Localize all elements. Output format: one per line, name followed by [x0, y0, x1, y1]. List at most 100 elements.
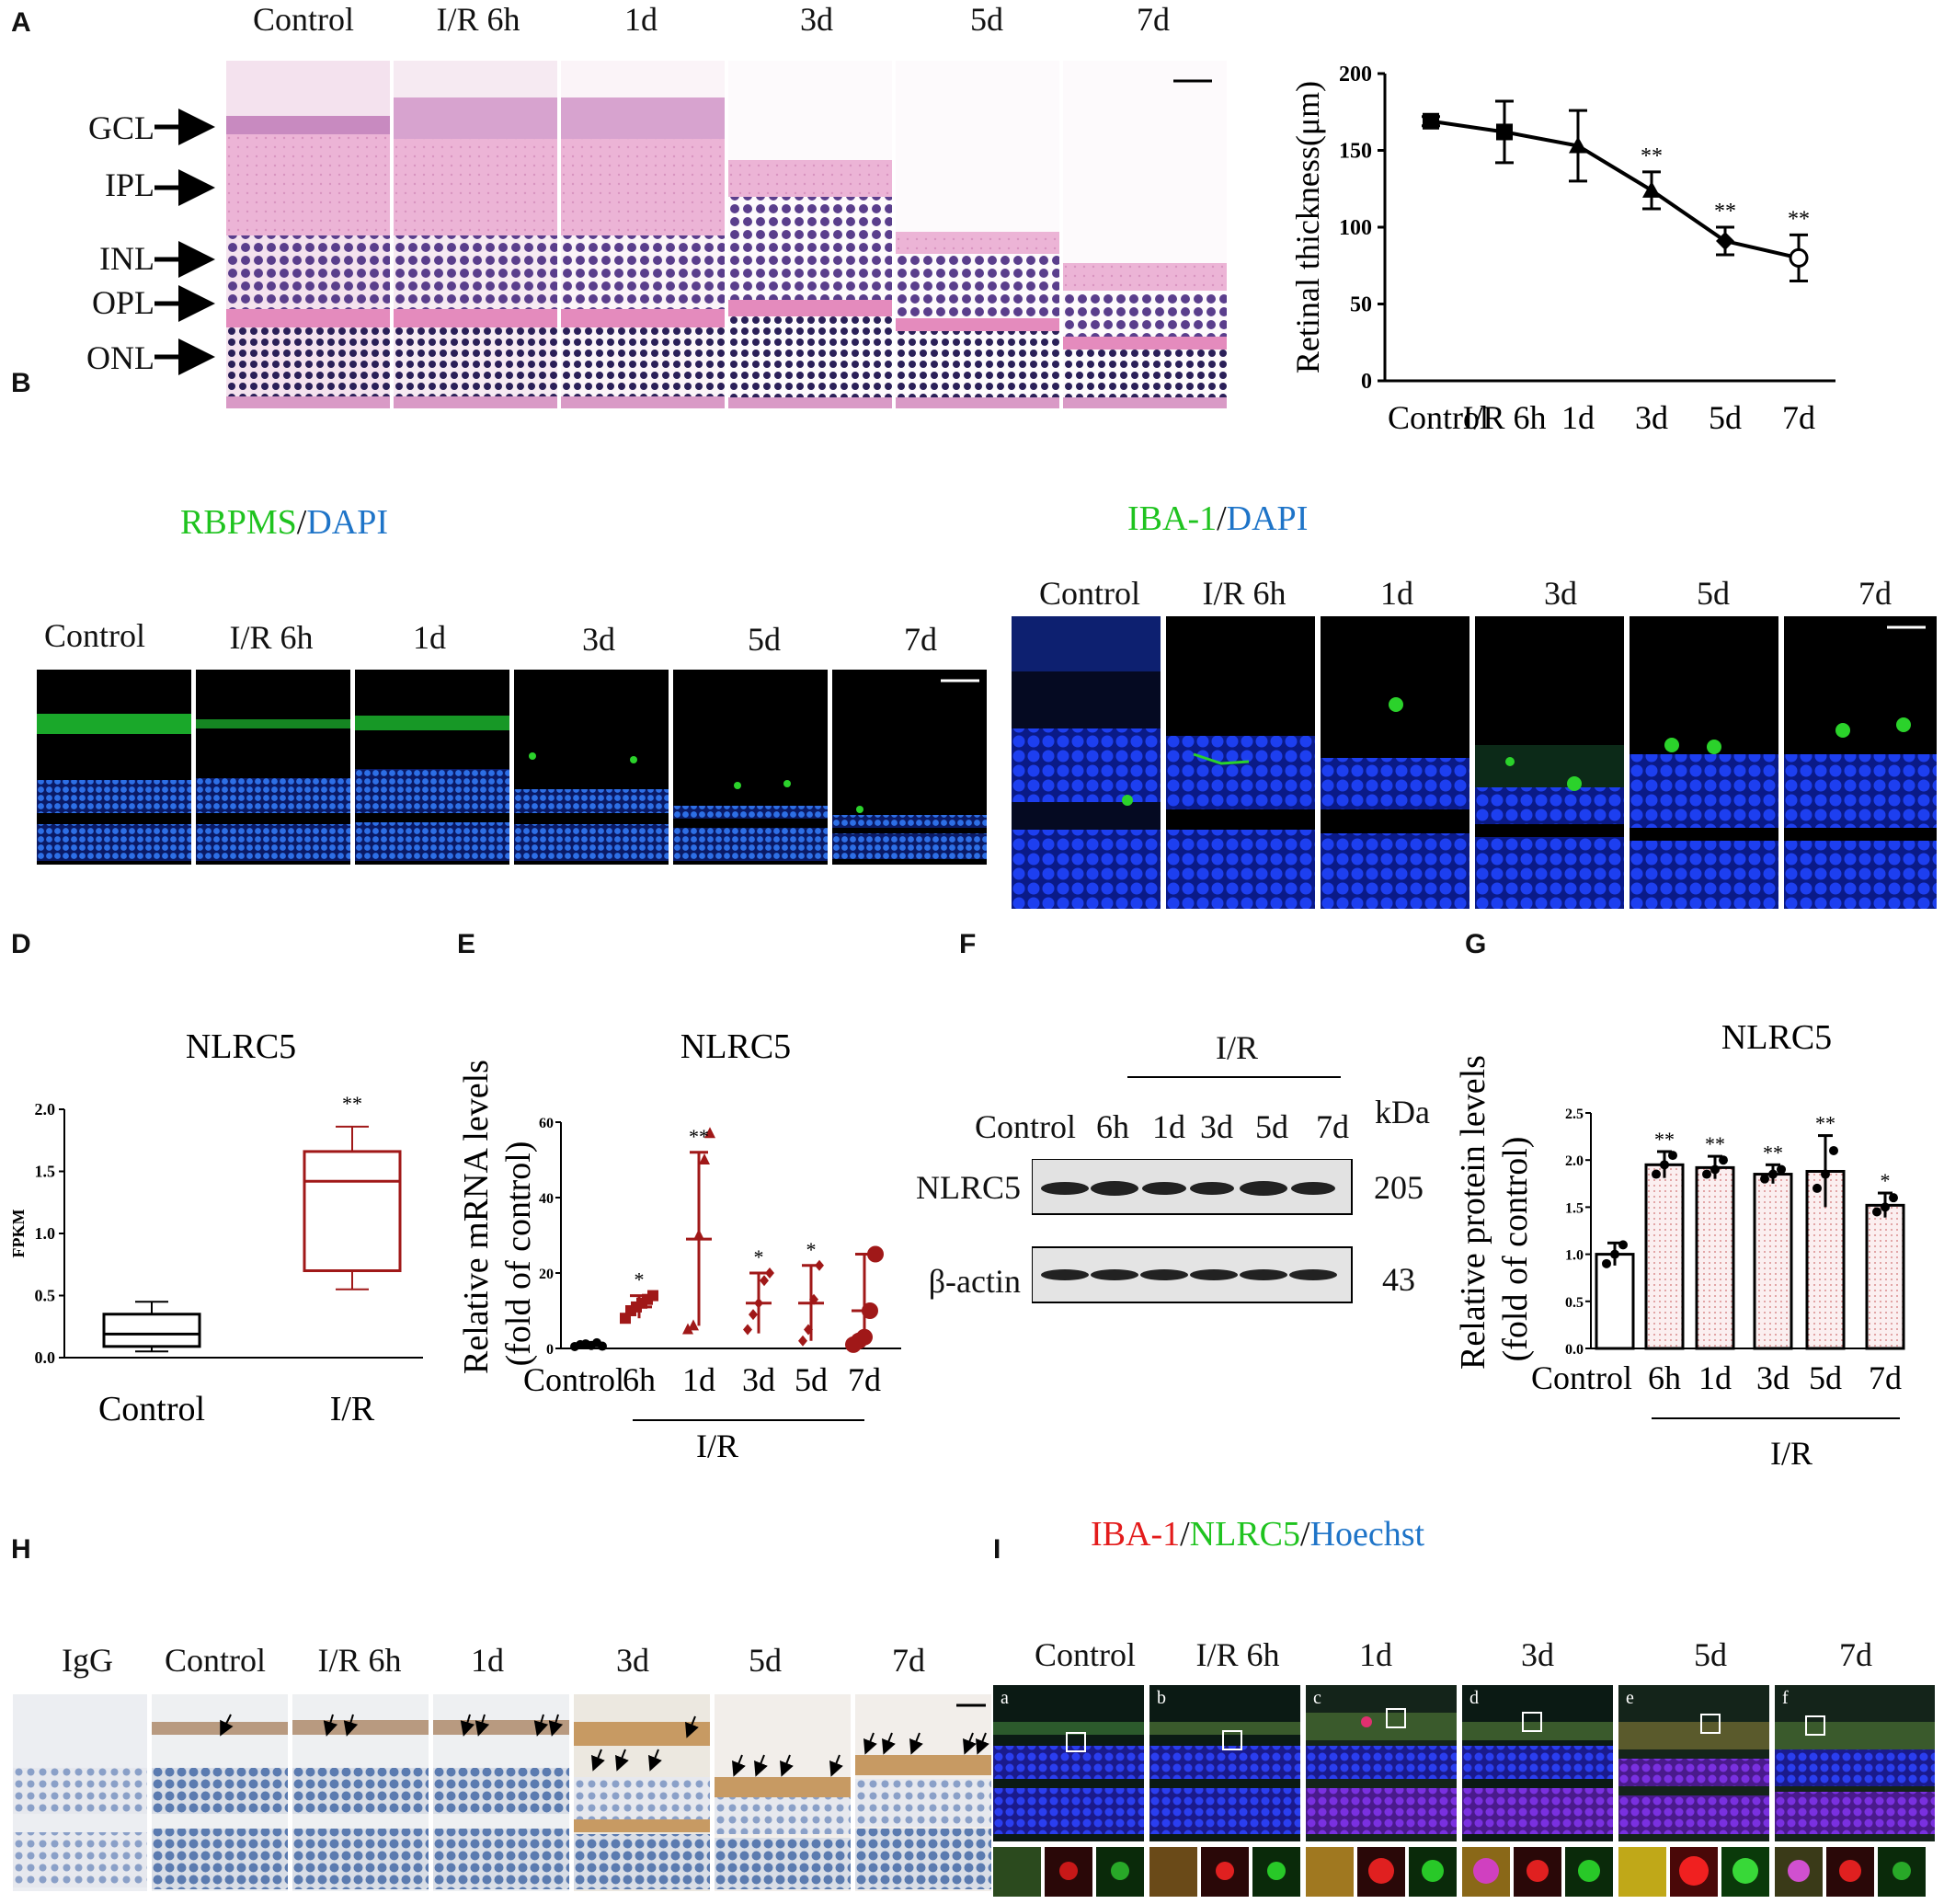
c-col-3d: 3d	[1544, 575, 1577, 612]
a-y-tick-label: 200	[1339, 63, 1372, 86]
i-sep-1: /	[1180, 1515, 1190, 1554]
e-y-axis-label-1: Relative mRNA levels	[457, 1060, 496, 1374]
chart-g: NLRC5 0.0 0.5 1.0 1.5 2.0 2.5 Relative protein …	[1454, 1018, 1905, 1472]
c-1d	[1321, 616, 1469, 909]
i-sub-d: d	[1469, 1688, 1479, 1708]
he-7d	[1063, 61, 1227, 408]
f-band-nlrc5-kda: 205	[1374, 1169, 1424, 1206]
c-control	[1012, 616, 1161, 909]
g-point	[1710, 1164, 1720, 1175]
h-col-igg: IgG	[62, 1642, 113, 1679]
c-5d	[1630, 616, 1778, 909]
g-x-tick-label: 3d	[1756, 1359, 1790, 1396]
g-bar	[1865, 1203, 1905, 1350]
g-point	[1719, 1155, 1728, 1165]
h-col-7d: 7d	[892, 1642, 925, 1679]
a-x-tick-label: 1d	[1561, 399, 1595, 436]
a-point	[1789, 247, 1809, 268]
g-point	[1602, 1258, 1611, 1268]
c-col-ir6h: I/R 6h	[1202, 575, 1286, 612]
g-y-tick-label: 2.5	[1565, 1107, 1584, 1122]
a-significance: **	[1641, 144, 1663, 168]
panel-label-f: F	[959, 929, 977, 959]
g-point	[1829, 1145, 1838, 1155]
g-point	[1777, 1164, 1786, 1175]
layer-arrows	[154, 109, 215, 375]
i-sub-e: e	[1626, 1688, 1634, 1708]
g-group-label: I/R	[1770, 1435, 1812, 1472]
a-y-axis-label: Retinal thickness(μm)	[1289, 81, 1326, 373]
e-title: NLRC5	[680, 1027, 791, 1066]
g-y-tick-label: 0.5	[1565, 1295, 1584, 1311]
f-band-actin-kda: 43	[1382, 1261, 1415, 1298]
e-significance: *	[754, 1245, 764, 1268]
panel-label-a: A	[11, 7, 31, 38]
f-group-line	[1127, 1076, 1341, 1078]
i-col-3d: 3d	[1521, 1636, 1554, 1673]
b-control	[37, 670, 191, 865]
b-col-5d: 5d	[748, 621, 781, 658]
i-insets	[993, 1847, 1926, 1897]
a-x-tick-label: Control	[1388, 399, 1489, 436]
f-group-label: I/R	[1215, 1029, 1258, 1066]
e-significance: *	[635, 1268, 645, 1291]
g-y-tick-label: 1.0	[1565, 1248, 1584, 1264]
h-control	[152, 1694, 288, 1891]
e-point	[693, 1229, 704, 1240]
c-stain-title: IBA-1/DAPI	[1127, 499, 1308, 539]
b-col-3d: 3d	[582, 621, 615, 658]
g-point	[1702, 1169, 1711, 1179]
g-x-tick-label: Control	[1531, 1359, 1632, 1396]
d-y-tick-label: 0.5	[35, 1287, 56, 1305]
f-blot-image	[1032, 1159, 1353, 1303]
a-significance: **	[1788, 207, 1810, 231]
chart-d: NLRC5 0.0 0.5 1.0 1.5 2.0 FPKM Control ** I/R	[9, 1027, 423, 1428]
he-1d	[561, 61, 725, 408]
d-y-tick-label: 0.0	[35, 1348, 56, 1367]
g-title: NLRC5	[1721, 1018, 1832, 1057]
e-y-tick-label: 0	[546, 1342, 554, 1358]
he-ir6h	[394, 61, 557, 408]
e-point	[765, 1267, 774, 1279]
d-y-tick-label: 1.0	[35, 1224, 56, 1243]
e-point	[856, 1328, 873, 1346]
g-point	[1618, 1240, 1628, 1250]
e-y-axis-label-2: (fold of control)	[499, 1141, 538, 1367]
c-stain-sep: /	[1217, 499, 1227, 538]
e-point	[754, 1297, 763, 1309]
panel-label-i: I	[993, 1534, 1001, 1565]
i-sub-b: b	[1157, 1688, 1166, 1708]
c-stain-iba1: IBA-1	[1127, 499, 1218, 538]
a-series-line	[1430, 119, 1800, 260]
d-y-tick-label: 1.5	[35, 1163, 56, 1181]
f-band-actin-label: β-actin	[928, 1263, 1021, 1300]
a-point	[1642, 180, 1661, 198]
e-y-tick-label: 60	[539, 1116, 554, 1131]
panel-label-h: H	[11, 1534, 31, 1565]
g-y-axis-label-2: (fold of control)	[1496, 1137, 1535, 1362]
c-stain-dapi: DAPI	[1226, 499, 1309, 538]
e-point	[798, 1335, 807, 1347]
i-col-1d: 1d	[1359, 1636, 1392, 1673]
a-x-tick-label: 5d	[1709, 399, 1742, 436]
g-bar	[1644, 1163, 1685, 1350]
c-col-1d: 1d	[1380, 575, 1413, 612]
c-col-control: Control	[1038, 575, 1140, 612]
h-image-strip	[13, 1694, 991, 1891]
h-col-3d: 3d	[616, 1642, 649, 1679]
i-stain-nlrc5: NLRC5	[1189, 1515, 1301, 1554]
a-col-ir6h: I/R 6h	[436, 1, 520, 38]
b-col-ir6h: I/R 6h	[229, 619, 314, 656]
f-lane-1d: 1d	[1152, 1108, 1185, 1145]
g-y-tick-label: 0.0	[1565, 1342, 1584, 1358]
c-7d	[1784, 616, 1937, 909]
e-point	[862, 1302, 878, 1319]
i-e: e	[1618, 1685, 1769, 1841]
h-ir6h	[292, 1694, 429, 1891]
chart-e: NLRC5 0 20 40 60 Relative mRNA levels (fold of…	[457, 1027, 901, 1464]
g-point	[1872, 1207, 1881, 1217]
f-kda-unit: kDa	[1375, 1094, 1430, 1130]
he-control	[226, 61, 390, 408]
a-col-3d: 3d	[800, 1, 833, 38]
a-x-tick-label: 3d	[1635, 399, 1668, 436]
